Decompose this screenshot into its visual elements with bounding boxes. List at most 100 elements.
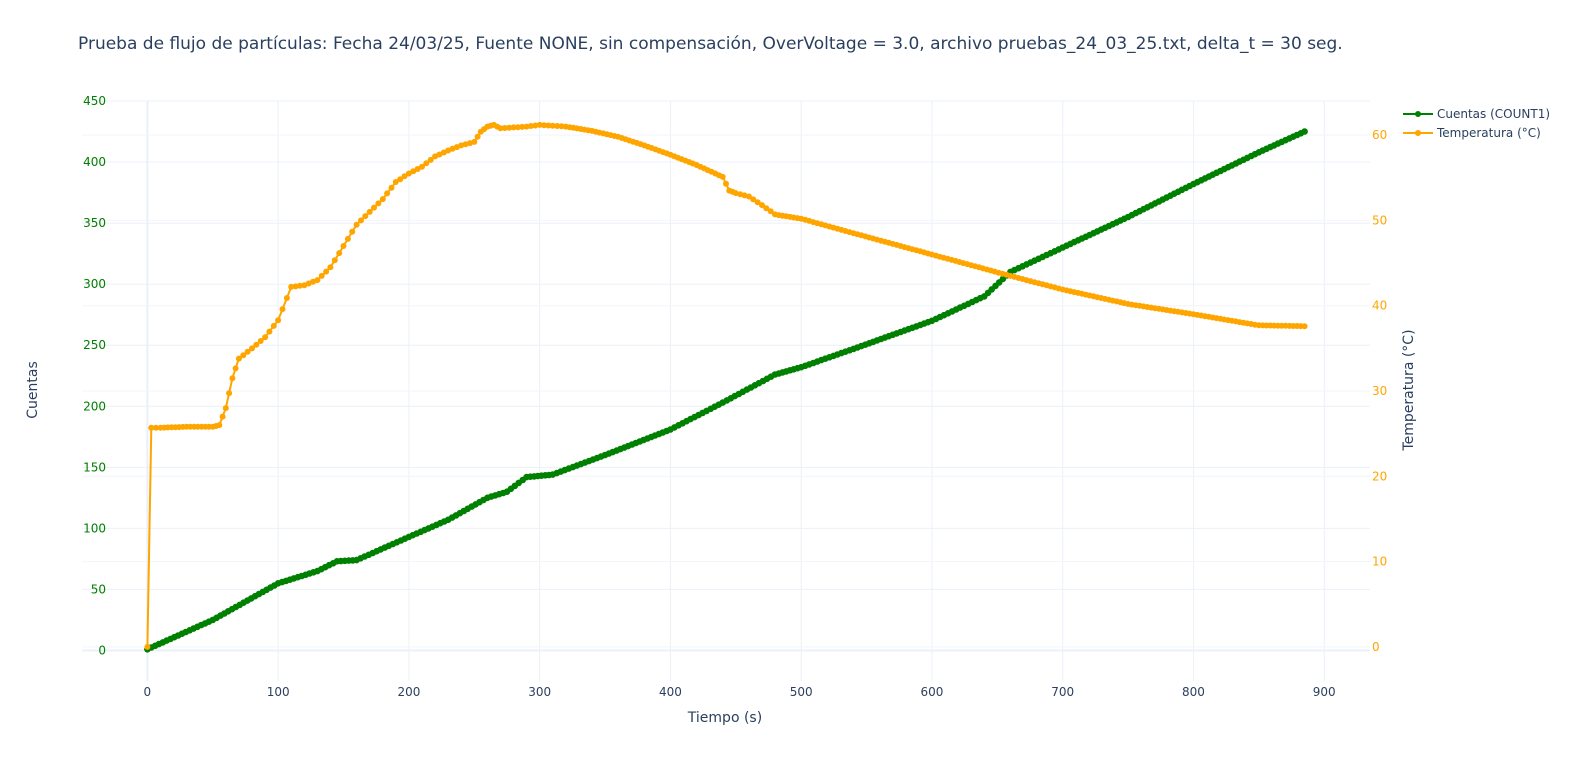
- series-point-2: [331, 257, 338, 264]
- y-tick-label: 300: [83, 277, 106, 291]
- x-tick-label: 600: [920, 685, 943, 699]
- y-axis-title: Cuentas: [25, 361, 41, 419]
- series-point-2: [318, 272, 325, 279]
- series-point-2: [497, 125, 504, 132]
- series-point-2: [144, 643, 151, 650]
- series-point-2: [229, 375, 236, 382]
- series-point-2: [262, 334, 269, 341]
- series-point-2: [379, 196, 386, 203]
- series-point-2: [510, 124, 517, 131]
- series-point-2: [745, 193, 752, 200]
- series-point-2: [514, 124, 521, 131]
- series-point-2: [763, 205, 770, 212]
- series-point-2: [349, 228, 356, 235]
- y-tick-label: 200: [83, 399, 106, 413]
- x-tick-label: 100: [267, 685, 290, 699]
- legend-label-2: Temperatura (°C): [1436, 126, 1541, 140]
- series-point-2: [1301, 323, 1308, 330]
- series-point-2: [423, 160, 430, 167]
- y2-tick-label: 40: [1372, 299, 1387, 313]
- y-tick-label: 100: [83, 521, 106, 535]
- series-point-2: [471, 138, 478, 145]
- x-tick-label: 500: [790, 685, 813, 699]
- series-point-2: [371, 204, 377, 211]
- series-point-2: [541, 122, 547, 129]
- series-point-2: [358, 217, 364, 224]
- series-point-2: [279, 306, 286, 313]
- series-point-2: [545, 122, 552, 129]
- y-tick-label: 450: [83, 94, 106, 108]
- x-tick-label: 200: [397, 685, 420, 699]
- series-point-2: [148, 424, 155, 431]
- x-tick-label: 800: [1182, 685, 1205, 699]
- series-point-2: [353, 221, 360, 228]
- series-point-2: [527, 123, 534, 129]
- series-point-2: [257, 338, 264, 344]
- y-tick-label: 400: [83, 155, 106, 169]
- series-point-2: [216, 422, 223, 429]
- chart-ticks: 0 100 200 300 400 500 600 700 800 900 0 50 100 150 200…: [83, 94, 1387, 699]
- y-tick-label: 0: [98, 643, 106, 657]
- series-point-2: [375, 200, 382, 207]
- legend-marker-1: [1415, 111, 1421, 117]
- legend-marker-2: [1415, 130, 1421, 136]
- series-point-2: [288, 283, 295, 290]
- series-point-2: [754, 199, 761, 206]
- series-point-2: [152, 424, 159, 431]
- series-point-2: [767, 208, 774, 215]
- series-point-2: [323, 268, 330, 275]
- x-tick-label: 700: [1051, 685, 1074, 699]
- series-point-2: [506, 124, 513, 131]
- series-point-2: [249, 345, 255, 352]
- series-point-2: [232, 365, 239, 372]
- series-point-2: [397, 176, 404, 183]
- series-point-2: [427, 156, 434, 163]
- series-point-2: [723, 180, 729, 187]
- x-tick-label: 400: [659, 685, 682, 699]
- y2-tick-label: 60: [1372, 128, 1387, 142]
- series-point-2: [336, 250, 343, 257]
- y-tick-label: 250: [83, 338, 106, 352]
- series-point-2: [226, 390, 233, 397]
- series-point-2: [549, 122, 556, 129]
- legend-label-1: Cuentas (COUNT1): [1437, 107, 1550, 121]
- series-point-2: [558, 123, 565, 130]
- series-point-2: [266, 328, 273, 335]
- x-axis-title: Tiempo (s): [687, 710, 762, 726]
- series-point-2: [244, 348, 251, 355]
- series-point-2: [275, 317, 282, 324]
- series-point-2: [296, 282, 303, 289]
- y2-tick-label: 50: [1372, 213, 1387, 227]
- x-tick-label: 300: [528, 685, 551, 699]
- series-point-2: [235, 355, 242, 362]
- y2-tick-label: 30: [1372, 384, 1387, 398]
- series-point-2: [536, 121, 543, 128]
- series-point-2: [388, 184, 395, 191]
- series-point-2: [719, 173, 726, 180]
- chart-series: [144, 121, 1308, 653]
- y2-tick-label: 20: [1372, 469, 1387, 483]
- series-point-2: [759, 202, 765, 209]
- series-point-2: [501, 125, 508, 131]
- y2-tick-label: 0: [1372, 640, 1380, 654]
- series-point-2: [414, 166, 421, 172]
- series-point-2: [314, 277, 321, 284]
- series-point-2: [392, 179, 399, 185]
- y2-axis-title: Temperatura (°C): [1401, 329, 1417, 451]
- series-point-2: [240, 352, 247, 359]
- series-point-2: [532, 122, 539, 129]
- series-point-2: [384, 190, 391, 197]
- chart-grid: [82, 100, 1370, 681]
- series-point-2: [283, 295, 290, 301]
- y-tick-label: 150: [83, 460, 106, 474]
- series-point-1: [1301, 128, 1308, 135]
- series-point-2: [253, 341, 260, 348]
- x-tick-label: 900: [1313, 685, 1336, 699]
- chart-title: Prueba de flujo de partículas: Fecha 24/…: [78, 34, 1343, 54]
- series-point-2: [750, 196, 757, 203]
- series-point-2: [270, 322, 277, 329]
- series-point-2: [344, 235, 351, 242]
- series-point-2: [554, 123, 561, 129]
- y2-tick-label: 10: [1372, 555, 1387, 569]
- series-point-2: [419, 163, 425, 170]
